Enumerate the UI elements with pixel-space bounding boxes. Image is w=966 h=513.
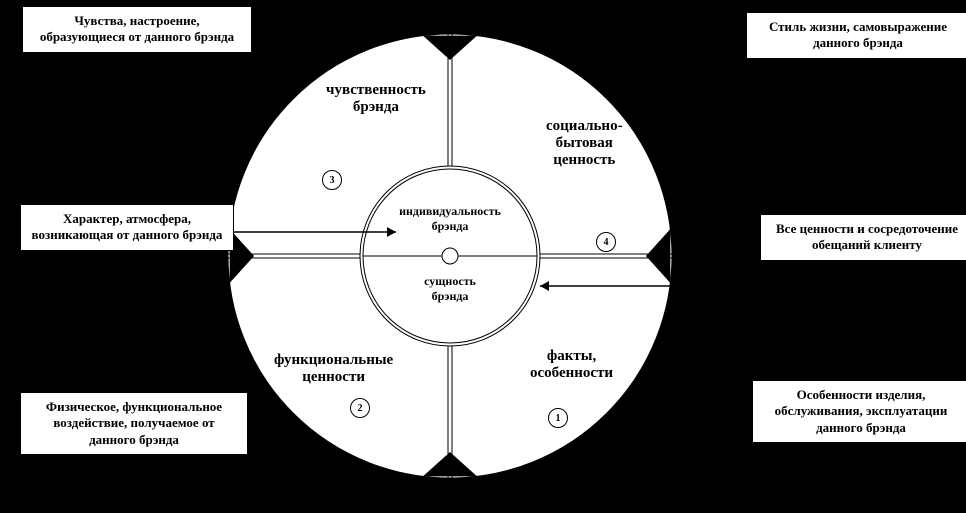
callout-mid-left: Характер, атмосфера, возникающая от данн… xyxy=(20,204,234,251)
segment-label-tl: чувственностьбрэнда xyxy=(326,82,426,116)
callout-bot-right: Особенности изделия, обслуживания, экспл… xyxy=(752,380,966,443)
callout-top-left: Чувства, настроение, образующиеся от дан… xyxy=(22,6,252,53)
segment-label-bl: функциональныеценности xyxy=(274,352,393,386)
callout-mid-right: Все ценности и сосредоточение обещаний к… xyxy=(760,214,966,261)
center-top-label: индивидуальностьбрэнда xyxy=(390,204,510,234)
callout-top-right: Стиль жизни, самовыражение данного брэнд… xyxy=(746,12,966,59)
diagram-stage: { "canvas":{"w":966,"h":513,"bg":"#00000… xyxy=(0,0,966,513)
callout-bot-left: Физическое, функциональное воздействие, … xyxy=(20,392,248,455)
segment-label-tr: социально-бытоваяценность xyxy=(546,118,623,169)
segment-number-tl: 3 xyxy=(322,170,342,190)
center-bottom-label: сущностьбрэнда xyxy=(400,274,500,304)
segment-number-br: 1 xyxy=(548,408,568,428)
segment-label-br: факты,особенности xyxy=(530,348,613,382)
segment-number-bl: 2 xyxy=(350,398,370,418)
segment-number-tr: 4 xyxy=(596,232,616,252)
